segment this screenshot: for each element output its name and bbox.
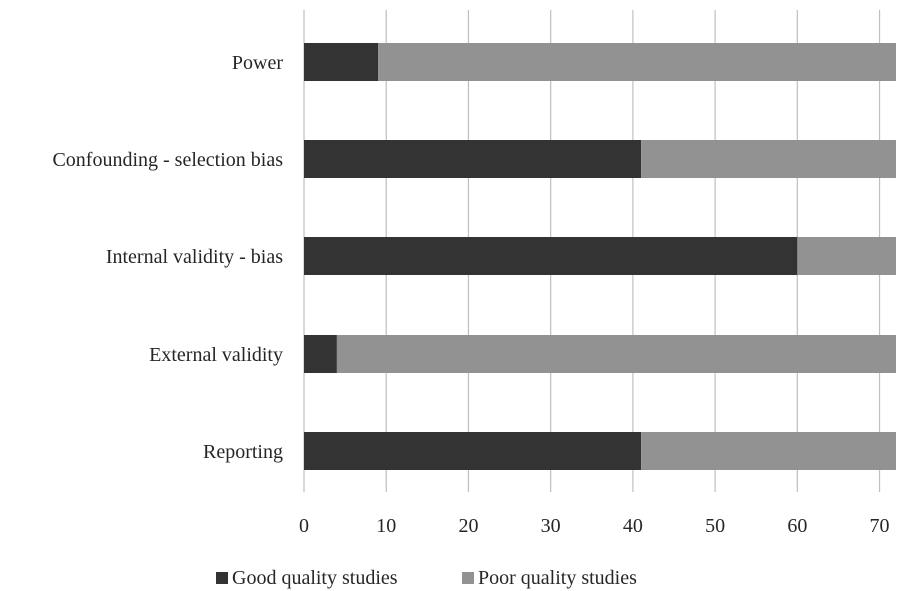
category-label: Confounding - selection bias: [52, 149, 283, 171]
x-tick-label: 40: [623, 515, 643, 537]
bar-poor: [797, 237, 896, 275]
x-axis: 0 10 20 30 40 50 60 70: [299, 515, 890, 537]
category-labels: Power Confounding - selection bias Interna…: [52, 52, 283, 463]
bar-poor: [641, 432, 896, 470]
bar-poor: [336, 335, 896, 373]
bar-good: [304, 237, 798, 275]
bars: [304, 43, 896, 470]
x-tick-label: 20: [458, 515, 478, 537]
bar-good: [304, 43, 378, 81]
x-tick-label: 30: [541, 515, 561, 537]
legend: Good quality studies Poor quality studies: [216, 567, 637, 589]
legend-swatch: [216, 572, 228, 584]
bar-poor: [378, 43, 896, 81]
legend-swatch: [462, 572, 474, 584]
legend-label: Poor quality studies: [478, 567, 637, 589]
bar-poor: [641, 140, 896, 178]
x-tick-label: 50: [705, 515, 725, 537]
category-label: Reporting: [203, 441, 283, 463]
x-tick-label: 0: [299, 515, 309, 537]
category-label: External validity: [149, 344, 283, 366]
bar-good: [304, 432, 642, 470]
category-label: Internal validity - bias: [106, 246, 283, 268]
x-tick-label: 60: [787, 515, 807, 537]
bar-good: [304, 140, 642, 178]
x-tick-label: 70: [870, 515, 890, 537]
bar-good: [304, 335, 337, 373]
category-label: Power: [232, 52, 283, 74]
legend-label: Good quality studies: [232, 567, 398, 589]
x-tick-label: 10: [376, 515, 396, 537]
